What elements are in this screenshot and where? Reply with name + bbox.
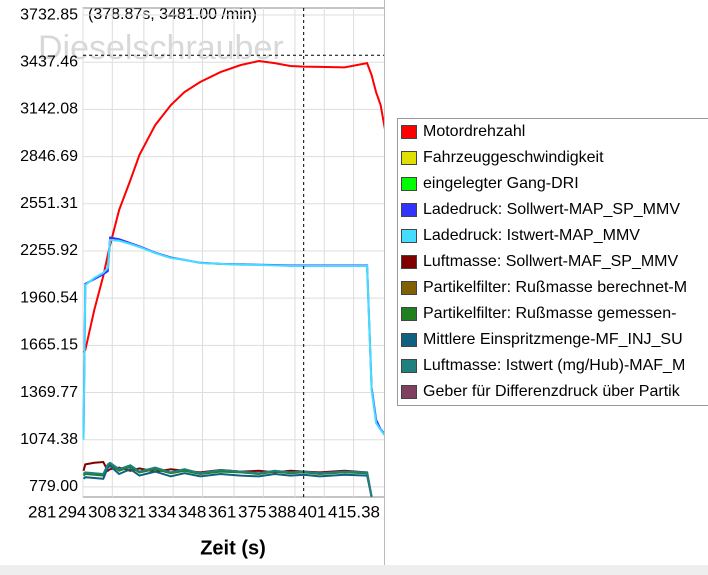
status-bar [0,565,708,575]
x-tick-label: 401 [298,502,326,521]
legend-swatch [401,177,417,191]
legend-label: Ladedruck: Sollwert-MAP_SP_MMV [423,201,680,218]
y-tick-label: 2255.92 [20,242,78,259]
legend-label: Luftmasse: Istwert (mg/Hub)-MAF_M [423,357,686,374]
legend-label: Geber für Differenzdruck über Partik [423,383,680,400]
y-tick-label: 1665.15 [20,337,78,354]
legend-entry[interactable]: Ladedruck: Sollwert-MAP_SP_MMV [401,200,680,220]
legend-label: Luftmasse: Sollwert-MAF_SP_MMV [423,253,679,270]
plot-area [82,7,384,498]
legend-entry[interactable]: Fahrzeuggeschwindigkeit [401,148,604,168]
y-tick-label: 779.00 [29,478,78,495]
watermark: Dieselschrauber [38,29,284,67]
x-tick-label: 361 [208,502,236,521]
x-tick-label: 334 [148,502,176,521]
x-tick-label: 388 [268,502,296,521]
x-tick-label: 308 [88,502,116,521]
x-tick-label: 281 [28,502,56,521]
legend-swatch [401,203,417,217]
x-tick-label: 294 [58,502,86,521]
y-tick-label: 1960.54 [20,289,78,306]
legend-entry[interactable]: Partikelfilter: Rußmasse berechnet-M [401,278,687,298]
x-tick-label: 375 [238,502,266,521]
series-line [82,461,373,498]
y-tick-label: 2846.69 [20,148,78,165]
chart: Dieselschrauber (378.87s, 3481.00 /min) … [20,6,384,559]
legend-swatch [401,281,417,295]
legend-swatch [401,125,417,139]
legend-label: Partikelfilter: Rußmasse gemessen- [423,305,677,322]
series-line [82,238,384,440]
legend-label: Ladedruck: Istwert-MAP_MMV [423,227,640,244]
y-tick-label: 3437.46 [20,53,78,70]
series-line [82,464,373,498]
x-tick-label: 348 [178,502,206,521]
legend-entry[interactable]: eingelegter Gang-DRI [401,174,579,194]
x-axis-title: Zeit (s) [200,537,266,559]
y-tick-label: 3732.85 [20,6,78,23]
legend-label: Mittlere Einspritzmenge-MF_INJ_SU [423,331,683,348]
legend-entry[interactable]: Partikelfilter: Rußmasse gemessen- [401,304,676,324]
legend-swatch [401,333,417,347]
legend-swatch [401,359,417,373]
legend-swatch [401,229,417,243]
legend-panel: Motordrehzahl Fahrzeuggeschwindigkeit eing… [384,0,708,565]
legend-swatch [401,151,417,165]
legend-swatch [401,255,417,269]
legend-entry[interactable]: Mittlere Einspritzmenge-MF_INJ_SU [401,330,683,350]
legend-label: Partikelfilter: Rußmasse berechnet-M [423,279,688,296]
legend-label: Motordrehzahl [423,123,526,140]
legend-label: Fahrzeuggeschwindigkeit [423,149,604,166]
legend-entry[interactable]: Geber für Differenzdruck über Partik [401,382,680,402]
legend-entry[interactable]: Motordrehzahl [401,122,525,142]
legend-swatch [401,385,417,399]
legend-entry[interactable]: Ladedruck: Istwert-MAP_MMV [401,226,640,246]
x-tick-label: 321 [118,502,146,521]
legend: Motordrehzahl Fahrzeuggeschwindigkeit eing… [397,118,708,406]
legend-label: eingelegter Gang-DRI [423,175,579,192]
y-tick-label: 3142.08 [20,101,78,118]
legend-swatch [401,307,417,321]
y-tick-label: 1369.77 [20,384,78,401]
y-tick-label: 1074.38 [20,431,78,448]
x-tick-label: 415.38 [328,502,380,521]
y-tick-label: 2551.31 [20,195,78,212]
legend-entry[interactable]: Luftmasse: Sollwert-MAF_SP_MMV [401,252,678,272]
legend-entry[interactable]: Luftmasse: Istwert (mg/Hub)-MAF_M [401,356,685,376]
